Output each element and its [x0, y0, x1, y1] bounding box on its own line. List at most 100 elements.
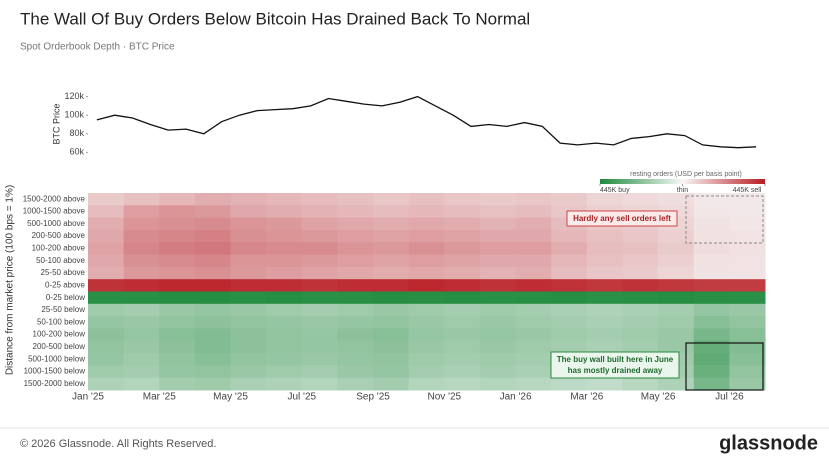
heat-cell: [373, 340, 410, 354]
y-axis-title: BTC Price: [51, 103, 61, 144]
heat-cell: [444, 377, 481, 391]
heat-cell: [408, 193, 445, 206]
heat-cell: [337, 254, 374, 268]
x-tick-label: Mar '26: [570, 392, 603, 403]
heat-cell: [337, 303, 374, 317]
heat-cell: [88, 328, 125, 342]
heat-cell: [586, 229, 623, 243]
heat-cell: [88, 365, 125, 379]
heat-cell: [88, 279, 125, 292]
heat-cell: [337, 217, 374, 231]
heat-cell: [515, 316, 552, 329]
heat-cell: [123, 365, 160, 379]
heat-cell: [622, 316, 659, 329]
heat-cell: [301, 217, 338, 231]
row-label: 50-100 below: [37, 317, 85, 326]
heat-cell: [337, 377, 374, 391]
row-label: 1500-2000 below: [24, 379, 86, 388]
heat-cell: [159, 254, 196, 268]
heat-cell: [266, 254, 303, 268]
heat-cell: [729, 279, 766, 292]
heat-cell: [337, 266, 374, 280]
heat-cell: [194, 242, 232, 256]
heat-cell: [408, 217, 445, 231]
heat-cell: [194, 377, 232, 391]
heat-cell: [693, 353, 730, 366]
heat-cell: [693, 193, 730, 206]
heat-cell: [622, 328, 659, 342]
heat-cell: [301, 328, 338, 342]
heat-cell: [301, 316, 338, 329]
heat-cell: [230, 279, 267, 292]
heat-cell: [408, 242, 445, 256]
heat-cell: [159, 242, 196, 256]
heat-cell: [194, 353, 232, 366]
heat-cell: [444, 365, 481, 379]
heat-cell: [230, 316, 267, 329]
heat-cell: [337, 353, 374, 366]
heat-cell: [658, 291, 695, 305]
heat-cell: [266, 303, 303, 317]
heat-cell: [408, 365, 445, 379]
heat-cell: [373, 377, 410, 391]
heat-cell: [373, 229, 410, 243]
heat-cell: [515, 377, 552, 391]
row-label: 100-200 below: [33, 330, 86, 339]
heat-cell: [515, 242, 552, 256]
heat-cell: [301, 193, 338, 206]
heat-cell: [586, 316, 623, 329]
heat-cell: [373, 254, 410, 268]
heat-cell: [301, 266, 338, 280]
heat-cell: [693, 205, 730, 219]
heat-cell: [123, 353, 160, 366]
row-label: 200-500 below: [33, 342, 86, 351]
heat-cell: [586, 340, 623, 354]
heat-cell: [159, 229, 196, 243]
heat-cell: [230, 254, 267, 268]
heat-cell: [729, 365, 766, 379]
watermark: glassnode: [719, 432, 818, 454]
legend-title: resting orders (USD per basis point): [630, 171, 742, 178]
heat-cell: [729, 205, 766, 219]
heat-cell: [88, 254, 125, 268]
heat-cell: [622, 266, 659, 280]
price-line: [96, 95, 757, 149]
heat-cell: [88, 316, 125, 329]
heat-cell: [373, 291, 410, 305]
heat-cell: [622, 303, 659, 317]
heat-cell: [658, 242, 695, 256]
heat-cell: [194, 254, 232, 268]
heat-cell: [301, 377, 338, 391]
x-tick-label: Jul '25: [287, 392, 316, 403]
heat-cell: [693, 217, 730, 231]
heat-cell: [337, 328, 374, 342]
heat-cell: [88, 229, 125, 243]
heat-cell: [337, 242, 374, 256]
heat-cell: [230, 328, 267, 342]
heat-cell: [551, 316, 588, 329]
heat-cell: [88, 217, 125, 231]
heat-cell: [551, 291, 588, 305]
heat-cell: [551, 303, 588, 317]
x-tick-label: Sep '25: [356, 392, 390, 403]
heat-cell: [729, 316, 766, 329]
heat-cell: [729, 353, 766, 366]
heat-cell: [515, 229, 552, 243]
heat-cell: [159, 340, 196, 354]
heat-cell: [123, 242, 160, 256]
heat-cell: [622, 279, 659, 292]
heat-cell: [337, 316, 374, 329]
heat-cell: [230, 303, 267, 317]
heat-cell: [515, 303, 552, 317]
row-label: 0-25 below: [46, 293, 85, 302]
heat-cell: [444, 303, 481, 317]
heat-cell: [266, 377, 303, 391]
x-tick-label: Jul '26: [715, 392, 744, 403]
heat-cell: [586, 303, 623, 317]
heat-cell: [551, 377, 588, 391]
heat-cell: [444, 217, 481, 231]
heat-cell: [230, 229, 267, 243]
heat-cell: [194, 279, 232, 292]
